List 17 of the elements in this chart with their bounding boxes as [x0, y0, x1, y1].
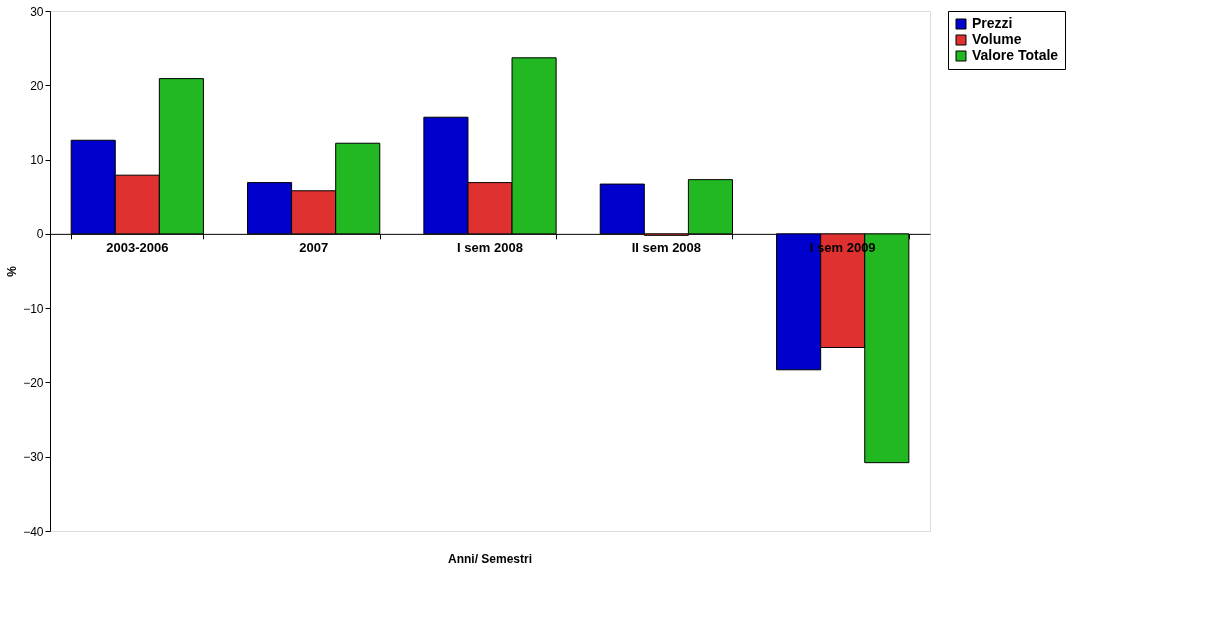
y-tick-label: −20 — [23, 375, 44, 390]
x-tick-label: 2003-2006 — [106, 239, 169, 255]
y-tick-label: −30 — [23, 450, 44, 465]
x-tick-label: II sem 2008 — [631, 239, 702, 255]
y-tick-label: 0 — [36, 227, 44, 242]
legend-label: Volume — [972, 31, 1022, 47]
x-axis-title: Anni/ Semestri — [447, 552, 533, 566]
y-tick-label: 10 — [30, 153, 44, 168]
y-tick-label: 30 — [30, 4, 44, 19]
x-tick-label: 2007 — [299, 239, 329, 255]
y-tick-label: 20 — [30, 78, 44, 93]
y-tick-label: −40 — [23, 524, 44, 539]
legend-label: Prezzi — [972, 15, 1013, 31]
y-tick-label: −10 — [23, 301, 44, 316]
x-tick-label: I sem 2008 — [457, 239, 523, 255]
legend-label: Valore Totale — [972, 47, 1059, 63]
y-axis-title: % — [5, 265, 20, 277]
